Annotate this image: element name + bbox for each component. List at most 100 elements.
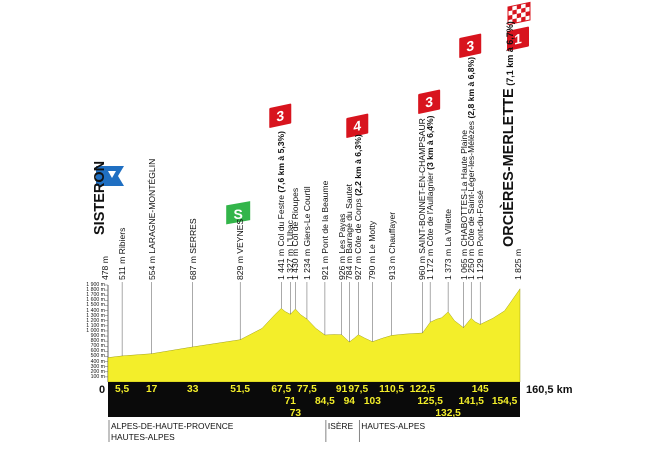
waypoint-label: 829 m VEYNES — [235, 218, 246, 280]
start-arrow-icon — [108, 171, 116, 178]
y-tick-label: 300 m — [90, 363, 105, 370]
y-tick-label: 200 m — [90, 368, 105, 375]
y-tick-label: 600 m — [90, 348, 105, 355]
waypoint-label: 927 m Côte de Corps (2,2 km à 6,3%) — [353, 134, 364, 280]
climb-category-flag: 3 — [418, 89, 441, 114]
checker-cell — [512, 13, 517, 20]
climb-flag-body — [269, 103, 292, 128]
y-tick-label: 1 500 m — [86, 302, 105, 309]
y-tick-label: 1 800 m — [86, 287, 105, 294]
waypoint-label: 790 m Le Motty — [367, 220, 378, 280]
start-flag-icon — [96, 166, 124, 186]
y-tick-label: 1 200 m — [86, 317, 105, 324]
start-km-label: 0 — [99, 384, 106, 396]
km-label: 84,5 — [314, 396, 335, 407]
checkered-flag-icon — [507, 1, 531, 26]
y-tick-label: 1 900 m — [86, 282, 105, 288]
sprint-icon — [226, 201, 251, 225]
waypoint-label: 687 m SERRES — [187, 218, 198, 280]
km-label: 145 — [471, 384, 489, 395]
y-tick-label: 400 m — [90, 358, 105, 365]
climb-flag-body — [459, 33, 482, 58]
y-tick-label: 800 m — [90, 338, 105, 345]
checker-cell — [508, 14, 513, 21]
elevation-profile — [107, 288, 521, 383]
finish-name: ORCIÈRES-MERLETTE (7,1 km à 6,7%) — [501, 21, 517, 247]
checker-cell — [521, 7, 526, 13]
checker-cell — [516, 12, 522, 19]
department-label: ISÈRE — [327, 421, 354, 431]
y-tick-label: 1 700 m — [86, 292, 105, 299]
y-tick-label: 100 m — [90, 373, 105, 380]
km-label: 97,5 — [348, 384, 369, 395]
climb-category-label: 3 — [466, 37, 474, 55]
waypoint-label: 1 430 m Col de Rioupes — [290, 187, 301, 280]
km-label: 91 — [335, 384, 348, 395]
checker-cell — [516, 4, 522, 10]
sprint-label: S — [234, 206, 243, 222]
waypoint-label: 554 m LARAGNE-MONTÉGLIN — [146, 158, 157, 280]
y-tick-label: 1 100 m — [86, 322, 105, 329]
km-label: 110,5 — [379, 384, 405, 395]
climb-flag-body — [346, 113, 369, 138]
department-label: ALPES-DE-HAUTE-PROVENCE — [111, 421, 234, 431]
climb-flag-body — [507, 26, 529, 51]
start-name: SISTERON — [92, 160, 108, 235]
department-label: HAUTES-ALPES — [111, 432, 175, 442]
checker-cell — [525, 2, 531, 8]
checker-border — [507, 1, 531, 26]
department-label: HAUTES-ALPES — [361, 421, 426, 431]
km-label: 71 — [284, 396, 296, 407]
climb-category-label: 1 — [514, 30, 522, 48]
km-label: 51,5 — [230, 384, 251, 395]
checker-cell — [512, 5, 517, 11]
climb-category-label: 3 — [276, 107, 284, 125]
checker-cell — [516, 8, 522, 14]
km-label: 73 — [289, 408, 302, 419]
climb-category-flag: 1 — [507, 26, 529, 51]
km-label: 67,5 — [271, 384, 292, 395]
checker-cell — [508, 10, 513, 16]
checker-cell — [512, 18, 517, 24]
km-label: 5,5 — [115, 384, 130, 395]
y-tick-label: 700 m — [90, 343, 105, 350]
climb-category-label: 4 — [353, 117, 361, 135]
checker-cell — [521, 12, 526, 18]
km-label: 94 — [343, 396, 355, 407]
checker-cell — [525, 15, 531, 21]
y-tick-label: 500 m — [90, 353, 105, 360]
waypoint-label: 1 172 m Côte de l'Aullagnier (3 km à 6,4… — [425, 115, 436, 280]
checker-cell — [525, 11, 531, 17]
waypoint-label: 1 129 m Pont-du-Fossé — [475, 190, 486, 280]
checker-cell — [516, 17, 522, 23]
checker-cell — [512, 9, 517, 15]
climb-category-flag: 3 — [269, 103, 292, 128]
checker-cell — [508, 19, 513, 25]
climb-category-flag: 4 — [346, 113, 369, 138]
waypoint-label: 1 234 m Giers-Le Courtil — [301, 186, 312, 280]
km-label: 103 — [363, 396, 381, 407]
y-tick-label: 1 400 m — [86, 307, 105, 314]
km-label: 17 — [145, 384, 158, 395]
checker-cell — [521, 16, 526, 22]
km-band — [108, 382, 520, 417]
km-label: 132,5 — [435, 408, 461, 419]
km-label: 141,5 — [458, 396, 484, 407]
km-label: 33 — [187, 384, 199, 395]
checker-cell — [508, 6, 513, 12]
climb-category-flag: 3 — [459, 33, 482, 58]
waypoint-label: 913 m Chauffayer — [386, 211, 397, 280]
waypoint-label: 511 m Ribiers — [117, 227, 128, 280]
checker-cell — [525, 6, 531, 13]
y-tick-label: 1 300 m — [86, 312, 105, 319]
km-label: 77,5 — [297, 384, 317, 395]
checker-cell — [521, 3, 526, 9]
total-distance: 160,5 km — [526, 384, 573, 396]
y-tick-label: 1 600 m — [86, 297, 105, 304]
y-tick-label: 1 000 m — [86, 327, 105, 334]
climb-flag-body — [418, 89, 441, 114]
y-tick-label: 900 m — [90, 333, 105, 340]
km-label: 122,5 — [409, 384, 436, 395]
